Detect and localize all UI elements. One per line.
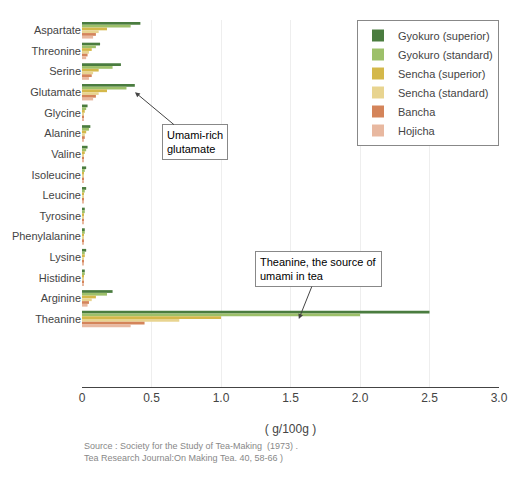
svg-text:Isoleucine: Isoleucine: [31, 169, 81, 181]
svg-text:Valine: Valine: [51, 148, 81, 160]
svg-text:Bancha: Bancha: [398, 106, 436, 118]
svg-text:Tyrosine: Tyrosine: [39, 210, 81, 222]
svg-text:Sencha (superior): Sencha (superior): [398, 68, 485, 80]
svg-text:Leucine: Leucine: [42, 189, 81, 201]
svg-text:Gyokuro (standard): Gyokuro (standard): [398, 49, 493, 61]
svg-text:2.5: 2.5: [421, 391, 438, 405]
svg-text:Theanine, the source ofumami i: Theanine, the source ofumami in tea: [260, 256, 377, 282]
svg-text:1.0: 1.0: [213, 391, 230, 405]
svg-text:1.5: 1.5: [282, 391, 299, 405]
svg-text:Source : Society for the Study: Source : Society for the Study of Tea-Ma…: [84, 441, 298, 463]
svg-text:0.5: 0.5: [143, 391, 160, 405]
svg-text:Alanine: Alanine: [44, 127, 81, 139]
svg-text:( g/100g ): ( g/100g ): [265, 422, 316, 436]
svg-text:Serine: Serine: [49, 65, 81, 77]
svg-text:Hojicha: Hojicha: [398, 125, 436, 137]
svg-text:Glycine: Glycine: [44, 107, 81, 119]
svg-text:Theanine: Theanine: [35, 313, 81, 325]
svg-text:Aspartate: Aspartate: [34, 24, 81, 36]
svg-text:0: 0: [79, 391, 86, 405]
svg-text:Lysine: Lysine: [50, 251, 81, 263]
svg-text:Gyokuro (superior): Gyokuro (superior): [398, 30, 490, 42]
svg-text:Histidine: Histidine: [39, 272, 81, 284]
svg-text:Umami-richglutamate: Umami-richglutamate: [167, 129, 223, 155]
svg-text:Glutamate: Glutamate: [30, 86, 81, 98]
svg-text:Threonine: Threonine: [31, 45, 81, 57]
svg-text:Arginine: Arginine: [41, 292, 81, 304]
svg-text:Sencha (standard): Sencha (standard): [398, 87, 489, 99]
svg-text:3.0: 3.0: [491, 391, 508, 405]
svg-text:2.0: 2.0: [352, 391, 369, 405]
svg-text:Phenylalanine: Phenylalanine: [12, 230, 81, 242]
